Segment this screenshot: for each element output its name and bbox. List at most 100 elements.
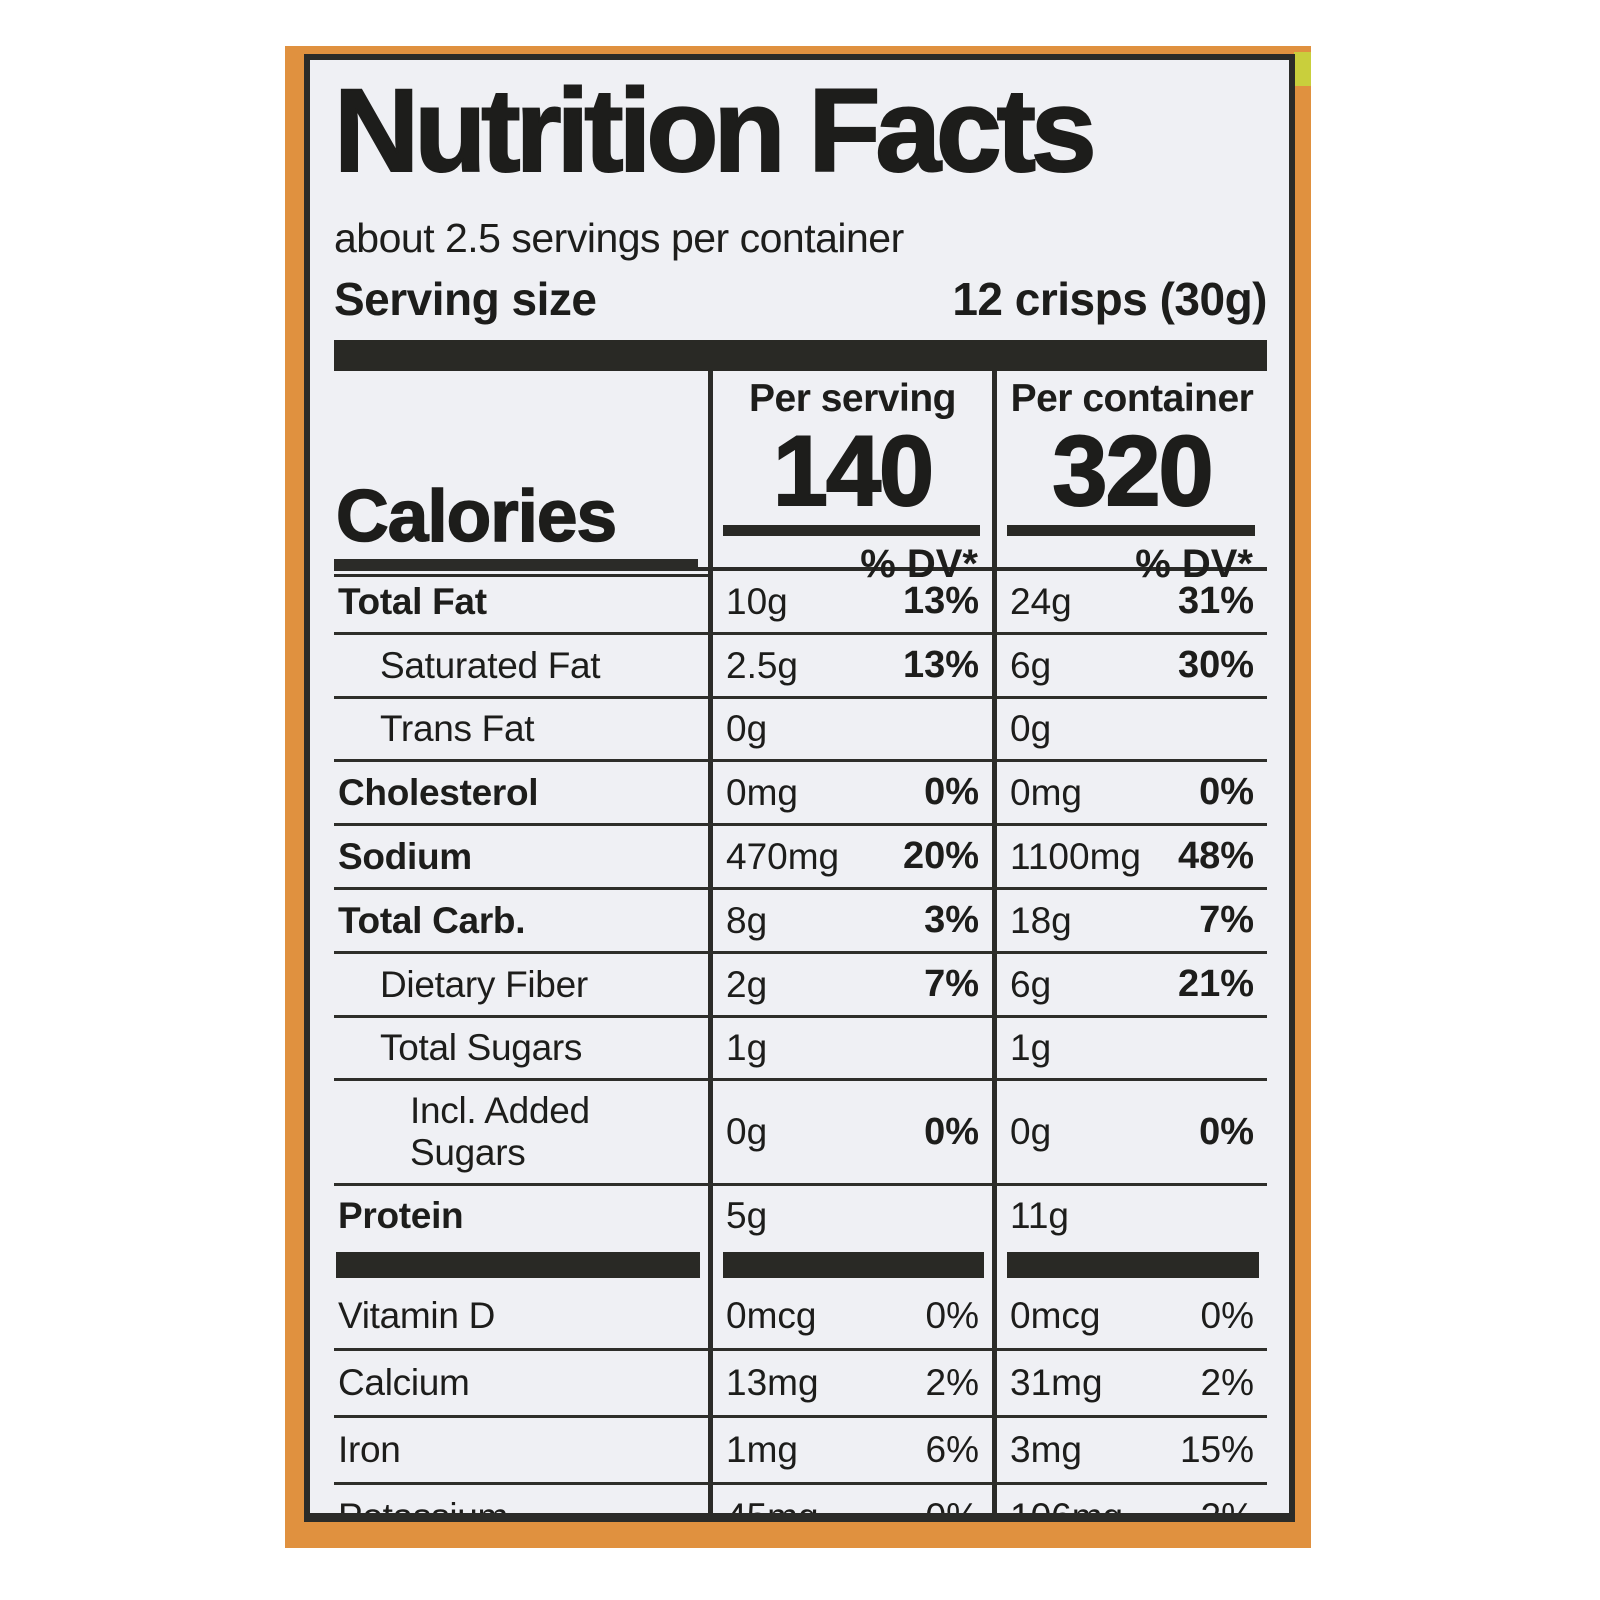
amount: 1mg: [726, 1429, 798, 1471]
per-container-values: 106mg 2%: [992, 1485, 1267, 1522]
per-container-values: 1g: [992, 1018, 1267, 1079]
per-serving-values: 0mg 0%: [708, 762, 992, 824]
daily-value: 2%: [1200, 1496, 1254, 1522]
per-serving-number-bar: [723, 525, 980, 537]
serving-size-value: 12 crisps (30g): [952, 273, 1267, 326]
daily-value: 31%: [1177, 580, 1254, 623]
label-title: Nutrition Facts: [333, 65, 1098, 197]
daily-value: 0%: [1199, 771, 1254, 814]
nutrient-name: Cholesterol: [338, 771, 539, 813]
serving-size-label: Serving size: [334, 273, 597, 326]
daily-value: 2%: [1200, 1362, 1254, 1404]
nutrient-name: Incl. Added Sugars: [410, 1090, 590, 1174]
amount: 0mcg: [1010, 1295, 1101, 1337]
per-serving-values: 0g: [708, 699, 992, 760]
calories-section: Calories Per serving 140 % DV* Per conta…: [334, 371, 1267, 598]
calories-underline-bar: [334, 559, 698, 570]
amount: 6g: [1010, 963, 1052, 1005]
per-container-values: 6g 30%: [992, 635, 1267, 697]
amount: 0mg: [1010, 771, 1082, 813]
amount: 106mg: [1010, 1496, 1124, 1522]
per-container-values: 0g 0%: [992, 1081, 1267, 1184]
daily-value: 6%: [925, 1429, 979, 1471]
per-serving-values: 1mg 6%: [708, 1418, 992, 1483]
per-container-header: Per container: [1010, 377, 1254, 421]
daily-value: 0%: [925, 1295, 979, 1337]
amount: 0g: [726, 708, 768, 750]
amount: 1g: [1010, 1027, 1052, 1069]
amount: 10g: [726, 580, 788, 622]
amount: 0g: [1010, 1111, 1052, 1153]
per-container-values: 11g: [992, 1186, 1267, 1247]
per-container-values: 0mcg 0%: [992, 1284, 1267, 1349]
amount: 5g: [726, 1195, 768, 1237]
daily-value: 20%: [902, 835, 979, 878]
amount: 0g: [726, 1111, 768, 1153]
per-container-values: 18g 7%: [992, 890, 1267, 952]
amount: 24g: [1010, 580, 1072, 622]
per-serving-dv-header: % DV*: [860, 542, 978, 587]
amount: 0mcg: [726, 1295, 817, 1337]
amount: 3mg: [1010, 1429, 1082, 1471]
nutrient-row-trans-fat: Trans Fat 0g 0g: [334, 699, 1267, 763]
per-container-values: 24g 31%: [992, 571, 1267, 633]
calories-per-serving-cell: Per serving 140 % DV*: [708, 371, 992, 598]
nutrient-name: Iron: [338, 1429, 401, 1471]
calories-per-container-cell: Per container 320 % DV*: [992, 371, 1267, 598]
daily-value: 30%: [1177, 644, 1254, 687]
amount: 8g: [726, 899, 768, 941]
calories-name-cell: Calories: [334, 371, 708, 597]
amount: 0mg: [726, 771, 798, 813]
nutrient-row-cholesterol: Cholesterol 0mg 0% 0mg 0%: [334, 762, 1267, 827]
per-serving-values: 1g: [708, 1018, 992, 1079]
per-serving-header: Per serving: [749, 377, 956, 421]
per-serving-values: 2.5g 13%: [708, 635, 992, 697]
vitamin-row-vitamin-d: Vitamin D 0mcg 0% 0mcg 0%: [334, 1284, 1267, 1352]
nutrient-row-added-sugars: Incl. Added Sugars 0g 0% 0g 0%: [334, 1081, 1267, 1187]
per-serving-values: 0mcg 0%: [708, 1284, 992, 1349]
nutrient-row-dietary-fiber: Dietary Fiber 2g 7% 6g 21%: [334, 954, 1267, 1019]
per-serving-values: 10g 13%: [708, 571, 992, 633]
nutrient-row-saturated-fat: Saturated Fat 2.5g 13% 6g 30%: [334, 635, 1267, 700]
per-serving-values: 0g 0%: [708, 1081, 992, 1184]
per-container-values: 0mg 0%: [992, 762, 1267, 824]
amount: 6g: [1010, 644, 1052, 686]
package-background: Nutrition Facts about 2.5 servings per c…: [285, 46, 1311, 1548]
nutrient-row-protein: Protein 5g 11g: [334, 1186, 1267, 1247]
per-serving-values: 45mg 0%: [708, 1485, 992, 1522]
nutrient-name: Dietary Fiber: [380, 963, 588, 1005]
nutrition-facts-label: Nutrition Facts about 2.5 servings per c…: [304, 54, 1295, 1522]
nutrient-name: Sodium: [338, 835, 472, 877]
servings-per-container: about 2.5 servings per container: [334, 215, 904, 262]
nutrient-name: Calcium: [338, 1362, 470, 1404]
amount: 45mg: [726, 1496, 819, 1522]
serving-size-row: Serving size 12 crisps (30g): [334, 264, 1267, 340]
per-container-values: 1100mg 48%: [992, 826, 1267, 888]
nutrient-name: Saturated Fat: [380, 644, 601, 686]
daily-value: 7%: [1199, 899, 1254, 942]
per-serving-values: 5g: [708, 1186, 992, 1247]
daily-value: 0%: [925, 1496, 979, 1522]
nutrient-row-total-sugars: Total Sugars 1g 1g: [334, 1018, 1267, 1082]
per-container-dv-header: % DV*: [1135, 542, 1253, 587]
per-container-values: 3mg 15%: [992, 1418, 1267, 1483]
amount: 1g: [726, 1027, 768, 1069]
nutrient-row-total-fat: Total Fat 10g 13% 24g 31%: [334, 571, 1267, 636]
bar-segment: [708, 1246, 992, 1285]
amount: 1100mg: [1010, 835, 1141, 877]
vitamin-row-potassium: Potassium 45mg 0% 106mg 2%: [334, 1485, 1267, 1522]
mid-divider-bar: [334, 1246, 1267, 1285]
daily-value: 2%: [925, 1362, 979, 1404]
amount: 2g: [726, 963, 768, 1005]
nutrient-name: Vitamin D: [338, 1295, 496, 1337]
calories-double-rule: [334, 574, 708, 578]
per-container-values: 0g: [992, 699, 1267, 760]
amount: 0g: [1010, 708, 1052, 750]
amount: 470mg: [726, 835, 840, 877]
amount: 11g: [1010, 1195, 1069, 1237]
nutrient-row-total-carb: Total Carb. 8g 3% 18g 7%: [334, 890, 1267, 955]
daily-value: 0%: [1200, 1295, 1254, 1337]
nutrient-name: Total Carb.: [338, 899, 526, 941]
nutrient-name: Total Fat: [338, 580, 487, 622]
